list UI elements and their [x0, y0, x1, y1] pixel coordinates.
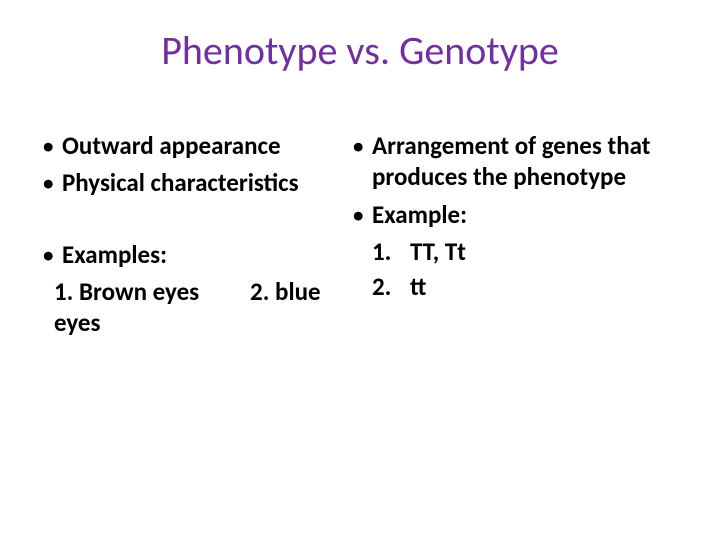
bullet-item: • Outward appearance	[42, 130, 342, 161]
bullet-text: Arrangement of genes that produces the p…	[372, 130, 690, 193]
bullet-dot-icon: •	[42, 239, 62, 270]
slide: Phenotype vs. Genotype • Outward appeara…	[0, 0, 720, 540]
content-columns: • Outward appearance • Physical characte…	[42, 130, 690, 338]
bullet-dot-icon: •	[352, 130, 372, 161]
bullet-text: Outward appearance	[62, 130, 342, 161]
left-column: • Outward appearance • Physical characte…	[42, 130, 352, 338]
spacer	[42, 205, 342, 239]
number-text: TT, Tt	[410, 236, 690, 267]
bullet-item: • Example:	[352, 199, 690, 230]
number-label: 2.	[372, 271, 410, 302]
example-part: 1. Brown eyes	[54, 276, 199, 307]
slide-title: Phenotype vs. Genotype	[0, 26, 720, 75]
numbered-item: 2. tt	[352, 271, 690, 302]
bullet-item: • Examples:	[42, 239, 342, 270]
numbered-item: 1. TT, Tt	[352, 236, 690, 267]
bullet-text: Physical characteristics	[62, 167, 342, 198]
bullet-dot-icon: •	[42, 167, 62, 198]
bullet-item: • Arrangement of genes that produces the…	[352, 130, 690, 193]
bullet-dot-icon: •	[42, 130, 62, 161]
examples-label: Examples:	[62, 239, 342, 270]
number-label: 1.	[372, 236, 410, 267]
right-column: • Arrangement of genes that produces the…	[352, 130, 690, 338]
bullet-text: Example:	[372, 199, 690, 230]
examples-line: 1. Brown eyes 2. blue eyes	[42, 276, 342, 339]
bullet-item: • Physical characteristics	[42, 167, 342, 198]
number-text: tt	[410, 271, 690, 302]
bullet-dot-icon: •	[352, 199, 372, 230]
